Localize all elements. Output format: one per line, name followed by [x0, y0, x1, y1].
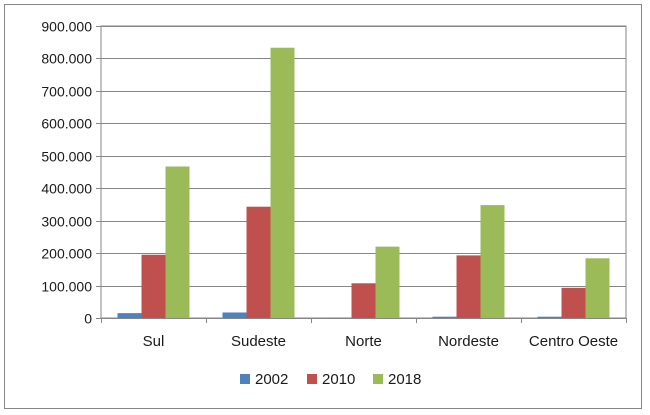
bar-2018-3 — [480, 205, 505, 318]
chart-frame — [4, 4, 642, 409]
x-category-label: Nordeste — [438, 333, 499, 350]
bar-2010-3 — [456, 255, 481, 318]
bar-2010-4 — [561, 287, 586, 318]
bar-2018-0 — [165, 166, 190, 318]
bar-2010-0 — [141, 254, 166, 318]
bar-2018-2 — [375, 246, 400, 318]
y-tick-label: 0 — [84, 311, 92, 327]
x-category-label: Norte — [345, 333, 382, 350]
bar-2002-4 — [537, 316, 562, 318]
bar-2010-2 — [351, 283, 376, 318]
y-tick-label: 100.000 — [41, 279, 92, 295]
legend-label: 2018 — [388, 371, 421, 388]
bar-2002-1 — [222, 312, 247, 318]
x-category-label: Sudeste — [231, 333, 286, 350]
y-tick-label: 900.000 — [41, 19, 92, 35]
y-tick-label: 700.000 — [41, 84, 92, 100]
y-tick-label: 800.000 — [41, 51, 92, 67]
y-tick-label: 400.000 — [41, 181, 92, 197]
legend-label: 2002 — [255, 371, 288, 388]
bar-2002-0 — [117, 313, 142, 318]
legend-swatch-2002 — [240, 374, 250, 384]
bar-2010-1 — [246, 206, 271, 318]
y-tick-label: 200.000 — [41, 246, 92, 262]
x-category-label: Centro Oeste — [529, 333, 618, 350]
legend-swatch-2010 — [307, 374, 317, 384]
legend-label: 2010 — [322, 371, 355, 388]
bar-2002-3 — [432, 316, 457, 318]
legend-swatch-2018 — [373, 374, 383, 384]
bar-2018-1 — [270, 47, 295, 318]
y-tick-label: 500.000 — [41, 149, 92, 165]
y-tick-label: 300.000 — [41, 214, 92, 230]
x-category-label: Sul — [143, 333, 165, 350]
y-tick-label: 600.000 — [41, 116, 92, 132]
bar-2018-4 — [585, 258, 610, 318]
